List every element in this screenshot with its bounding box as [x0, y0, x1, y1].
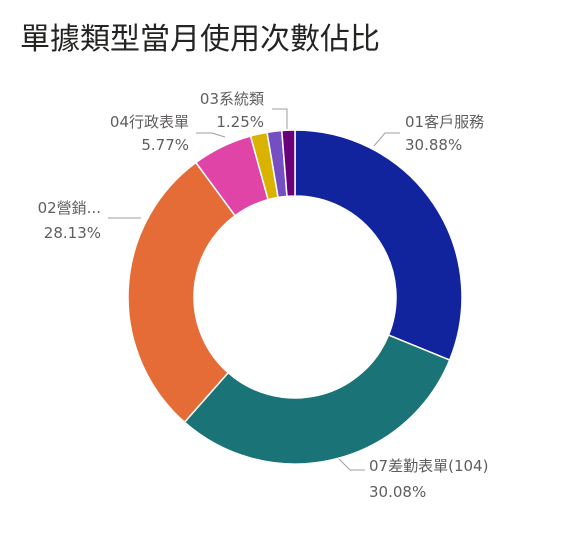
- slice-7[interactable]: [280, 129, 296, 198]
- slice-group: [127, 129, 463, 465]
- slice-2[interactable]: [183, 334, 451, 465]
- label-07-pct: 30.08%: [369, 483, 426, 501]
- leader-lines: [108, 108, 400, 471]
- label-02-name: 02營銷...: [38, 199, 101, 217]
- slice-3[interactable]: [127, 161, 237, 424]
- label-07-name: 07差勤表單(104): [369, 457, 488, 475]
- label-01-pct: 30.88%: [405, 136, 462, 154]
- data-labels: 01客戶服務 30.88% 07差勤表單(104) 30.08% 02營銷...…: [38, 90, 489, 501]
- chart-title: 單據類型當月使用次數佔比: [20, 22, 380, 57]
- leader-01: [373, 132, 400, 147]
- label-03-pct: 1.25%: [216, 113, 264, 131]
- leader-07: [338, 458, 365, 471]
- label-02-pct: 28.13%: [44, 224, 101, 242]
- label-01-name: 01客戶服務: [405, 113, 484, 131]
- leader-04: [196, 132, 226, 138]
- leader-03: [272, 108, 288, 129]
- label-04-pct: 5.77%: [141, 136, 189, 154]
- label-04-name: 04行政表單: [110, 113, 189, 131]
- label-03-name: 03系統類: [200, 90, 264, 108]
- slice-1[interactable]: [294, 129, 463, 361]
